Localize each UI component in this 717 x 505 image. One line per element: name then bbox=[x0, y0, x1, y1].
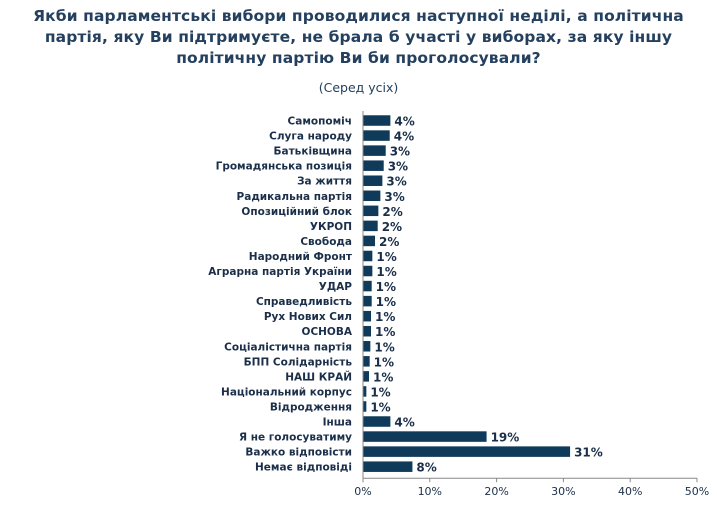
data-label: 1% bbox=[376, 250, 396, 264]
category-label: Я не голосуватиму bbox=[239, 432, 352, 444]
category-label: Рух Нових Сил bbox=[264, 311, 352, 323]
x-tick-label: 20% bbox=[484, 485, 508, 498]
category-label: Слуга народу bbox=[269, 131, 352, 143]
x-tick-label: 10% bbox=[418, 485, 442, 498]
data-label: 1% bbox=[376, 295, 396, 309]
x-tick-label: 40% bbox=[618, 485, 642, 498]
bar bbox=[363, 265, 373, 277]
category-label: Справедливість bbox=[256, 296, 352, 308]
title-line: партія, яку Ви підтримуєте, не брала б у… bbox=[44, 28, 673, 46]
bar bbox=[363, 446, 571, 457]
bar bbox=[363, 175, 383, 186]
category-label: Інша bbox=[323, 417, 352, 429]
bar bbox=[363, 235, 376, 247]
data-label: 1% bbox=[376, 280, 396, 294]
bar bbox=[363, 115, 391, 126]
x-tick-label: 30% bbox=[551, 485, 575, 498]
category-label: Важко відповісти bbox=[245, 447, 352, 459]
bar bbox=[363, 356, 370, 367]
data-label: 1% bbox=[376, 265, 396, 279]
category-label: УКРОП bbox=[310, 221, 352, 233]
x-tick-label: 0% bbox=[354, 485, 371, 498]
data-label: 1% bbox=[370, 400, 390, 414]
data-label: 4% bbox=[394, 115, 414, 129]
data-label: 8% bbox=[416, 461, 436, 475]
bar bbox=[363, 310, 372, 322]
data-label: 19% bbox=[491, 431, 520, 445]
category-label: Відродження bbox=[270, 401, 352, 413]
bar bbox=[363, 190, 381, 202]
data-label: 3% bbox=[390, 145, 410, 159]
chart-title: Якби парламентські вибори проводилися на… bbox=[0, 6, 717, 69]
bar bbox=[363, 280, 372, 292]
bar bbox=[363, 130, 390, 141]
data-label: 2% bbox=[382, 205, 402, 219]
category-label: За життя bbox=[297, 176, 352, 188]
bar bbox=[363, 431, 487, 442]
title-line: політичну партію Ви би проголосували? bbox=[176, 49, 541, 67]
bar bbox=[363, 205, 379, 217]
chart-subtitle: (Серед усіх) bbox=[318, 80, 399, 95]
category-label: Немає відповіді bbox=[255, 462, 352, 474]
data-label: 1% bbox=[375, 310, 395, 324]
category-label: Радикальна партія bbox=[237, 191, 352, 203]
bar bbox=[363, 461, 413, 472]
category-label: УДАР bbox=[319, 281, 353, 293]
category-label: Опозиційний блок bbox=[241, 206, 352, 218]
title-line: Якби парламентські вибори проводилися на… bbox=[33, 7, 684, 25]
category-label: Свобода bbox=[300, 236, 352, 248]
data-label: 4% bbox=[394, 416, 414, 430]
category-label: Соціалістична партія bbox=[224, 341, 352, 353]
data-label: 1% bbox=[373, 370, 393, 384]
data-label: 3% bbox=[388, 160, 408, 174]
data-label: 1% bbox=[374, 355, 394, 369]
bar bbox=[363, 401, 367, 412]
category-label: ОСНОВА bbox=[302, 326, 353, 338]
data-label: 31% bbox=[574, 446, 603, 460]
data-label: 2% bbox=[382, 220, 402, 234]
bar bbox=[363, 325, 372, 337]
bar bbox=[363, 220, 378, 232]
category-label: НАШ КРАЙ bbox=[285, 370, 352, 383]
bar bbox=[363, 416, 391, 427]
bar bbox=[363, 386, 367, 397]
data-label: 2% bbox=[379, 235, 399, 249]
bar bbox=[363, 145, 386, 156]
bar bbox=[363, 371, 370, 382]
data-label: 1% bbox=[370, 385, 390, 399]
data-label: 4% bbox=[394, 130, 414, 144]
bar bbox=[363, 341, 371, 352]
category-label: Громадянська позиція bbox=[216, 161, 352, 173]
data-label: 3% bbox=[386, 175, 406, 189]
category-label: Народний Фронт bbox=[249, 251, 353, 263]
bar bbox=[363, 295, 372, 307]
category-label: Самопоміч bbox=[288, 116, 352, 128]
category-label: Аграрна партія України bbox=[208, 266, 352, 278]
category-label: Батьківщина bbox=[274, 146, 353, 158]
x-tick-label: 50% bbox=[685, 485, 709, 498]
bar bbox=[363, 160, 384, 171]
bar bbox=[363, 250, 373, 262]
category-label: Національний корпус bbox=[221, 386, 352, 398]
data-label: 1% bbox=[375, 325, 395, 339]
data-label: 3% bbox=[384, 190, 404, 204]
data-label: 1% bbox=[374, 340, 394, 354]
category-label: БПП Солідарність bbox=[244, 356, 353, 368]
